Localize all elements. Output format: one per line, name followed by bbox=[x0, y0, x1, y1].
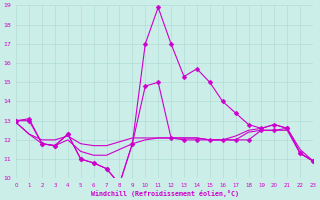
X-axis label: Windchill (Refroidissement éolien,°C): Windchill (Refroidissement éolien,°C) bbox=[91, 190, 239, 197]
